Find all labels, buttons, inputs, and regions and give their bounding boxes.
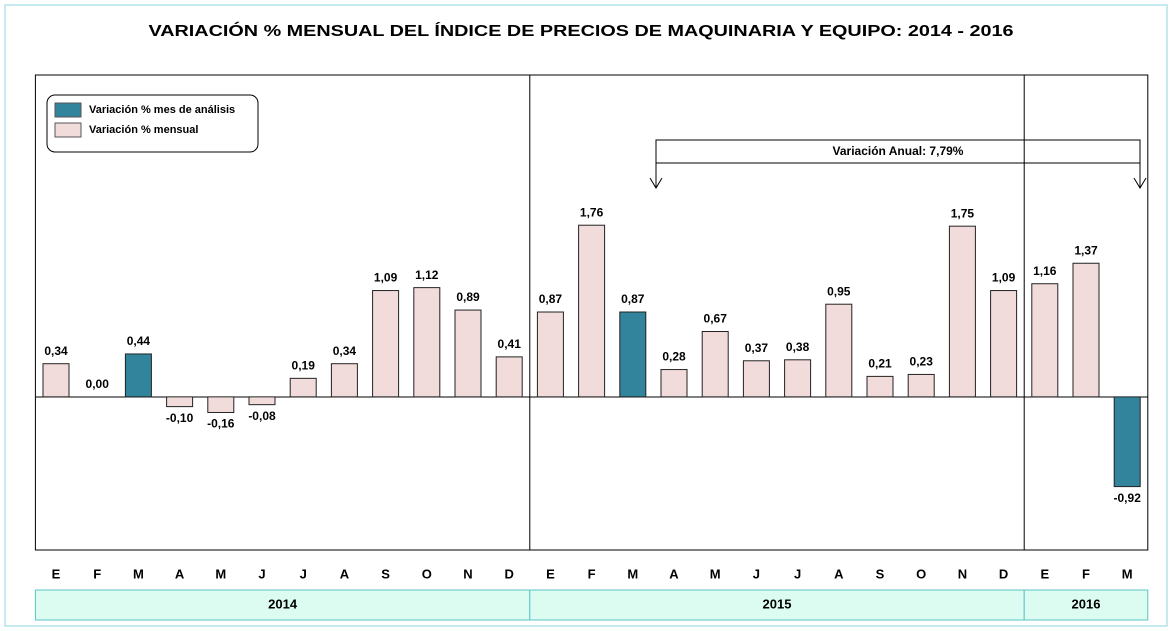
value-label: 0,44 <box>127 334 151 348</box>
bar <box>1031 283 1059 398</box>
x-tick-label: E <box>546 566 555 581</box>
value-label: 0,89 <box>456 290 480 304</box>
bar <box>660 369 688 398</box>
legend-swatch <box>54 122 82 138</box>
legend-swatch <box>54 102 82 118</box>
x-tick-label: A <box>175 566 185 581</box>
value-label: 1,09 <box>374 271 398 285</box>
bar <box>990 290 1018 398</box>
x-tick-label: J <box>794 566 801 581</box>
value-label: 0,19 <box>292 359 316 373</box>
x-tick-label: O <box>916 566 926 581</box>
bar <box>701 331 729 398</box>
bar <box>413 287 441 398</box>
legend-label: Variación % mensual <box>89 124 198 136</box>
bar <box>289 377 317 398</box>
value-label: -0,10 <box>166 411 194 425</box>
value-label: -0,16 <box>207 417 235 431</box>
bar <box>207 396 235 413</box>
value-label: 1,09 <box>992 271 1016 285</box>
value-label: 1,37 <box>1074 243 1098 257</box>
x-tick-label: M <box>1122 566 1133 581</box>
value-label: 0,67 <box>704 312 728 326</box>
x-tick-label: F <box>1082 566 1090 581</box>
value-label: 0,28 <box>662 350 686 364</box>
x-tick-label: S <box>876 566 885 581</box>
value-label: 0,34 <box>44 344 68 358</box>
bar <box>578 224 606 398</box>
value-label: 0,37 <box>745 341 769 355</box>
bar <box>619 311 647 398</box>
x-tick-label: N <box>958 566 967 581</box>
annotation-text: Variación Anual: 7,79% <box>833 144 964 158</box>
bar <box>1113 396 1141 488</box>
x-tick-label: M <box>133 566 144 581</box>
annotation-arrows <box>649 163 1147 189</box>
value-label: 0,21 <box>868 357 892 371</box>
x-tick-label: D <box>999 566 1008 581</box>
x-tick-label: O <box>422 566 432 581</box>
value-label: -0,08 <box>248 409 276 423</box>
bar <box>166 396 194 408</box>
x-tick-label: F <box>588 566 596 581</box>
value-label: 1,12 <box>415 268 439 282</box>
x-tick-label: M <box>215 566 226 581</box>
legend-label: Variación % mes de análisis <box>89 104 235 116</box>
bar <box>742 360 770 398</box>
value-label: 0,34 <box>333 344 357 358</box>
x-tick-label: S <box>381 566 390 581</box>
annotation: Variación Anual: 7,79% <box>649 139 1147 189</box>
value-label: 0,87 <box>539 292 563 306</box>
value-label: 0,41 <box>498 337 522 351</box>
value-label: 0,38 <box>786 340 810 354</box>
x-tick-label: F <box>93 566 101 581</box>
x-tick-label: A <box>834 566 844 581</box>
x-tick-label: A <box>340 566 350 581</box>
value-label: -0,92 <box>1114 491 1142 505</box>
year-cell <box>529 589 1025 621</box>
bar <box>330 363 358 398</box>
value-label: 1,76 <box>580 205 604 219</box>
bar <box>825 303 853 398</box>
value-label: 0,95 <box>827 284 851 298</box>
value-label: 0,87 <box>621 292 645 306</box>
x-tick-label: M <box>627 566 638 581</box>
bar <box>1072 262 1100 398</box>
x-tick-label: E <box>1040 566 1049 581</box>
bar <box>948 225 976 398</box>
bar <box>495 356 523 398</box>
year-cell <box>1023 589 1149 621</box>
chart-title: VARIACIÓN % MENSUAL DEL ÍNDICE DE PRECIO… <box>149 21 1014 40</box>
bar <box>536 311 564 398</box>
x-tick-label: E <box>52 566 61 581</box>
bar <box>42 363 70 398</box>
bar <box>907 373 935 398</box>
x-tick-label: N <box>463 566 472 581</box>
value-label: 0,00 <box>86 377 110 391</box>
bar <box>784 359 812 398</box>
x-tick-label: J <box>258 566 265 581</box>
annotation-box <box>655 139 1141 164</box>
bar <box>454 309 482 398</box>
x-tick-label: J <box>300 566 307 581</box>
value-label: 1,16 <box>1033 264 1057 278</box>
x-tick-label: M <box>710 566 721 581</box>
value-label: 0,23 <box>910 355 934 369</box>
year-label: 2015 <box>763 596 792 611</box>
x-tick-label: J <box>753 566 760 581</box>
x-tick-label: A <box>669 566 679 581</box>
bar <box>124 353 152 398</box>
year-label: 2016 <box>1072 596 1101 611</box>
plot-area <box>34 74 1149 551</box>
x-tick-label: D <box>505 566 514 581</box>
bar <box>248 396 276 406</box>
year-label: 2014 <box>268 596 298 611</box>
bar <box>372 290 400 398</box>
bar <box>866 375 894 398</box>
legend <box>46 94 259 153</box>
year-cell <box>34 589 531 621</box>
value-label: 1,75 <box>951 206 975 220</box>
